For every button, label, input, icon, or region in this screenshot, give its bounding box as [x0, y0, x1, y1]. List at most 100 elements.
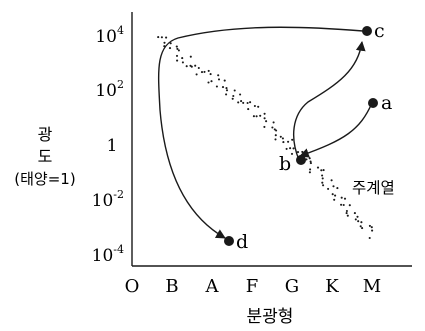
main-sequence-dot [359, 225, 362, 228]
main-sequence-dot [265, 120, 268, 123]
main-sequence-dot [353, 212, 356, 215]
main-sequence-dot [279, 135, 282, 138]
x-tick-G: G [285, 276, 299, 297]
main-sequence-dot [332, 185, 335, 188]
main-sequence-dot [275, 129, 278, 132]
main-sequence-dot [195, 73, 198, 76]
main-sequence-dot [181, 61, 184, 64]
path-a-to-b [299, 102, 373, 158]
main-sequence-dot [232, 94, 235, 98]
path-c-to-d [157, 26, 364, 239]
main-sequence-dot [239, 93, 242, 96]
main-sequence-dot [252, 115, 255, 118]
main-sequence-dot [287, 140, 290, 143]
point-label-d: d [236, 231, 248, 253]
main-sequence-dot [233, 89, 236, 92]
y-tick-1e2: 102 [95, 78, 124, 101]
main-sequence-dot [263, 117, 266, 120]
main-sequence-dot [274, 134, 277, 137]
main-sequence-dot [321, 181, 324, 184]
main-sequence-dot [185, 65, 188, 68]
main-sequence-dot [223, 79, 226, 82]
main-sequence-dot [321, 177, 324, 180]
main-sequence-dot [371, 229, 374, 232]
main-sequence-dot [203, 70, 206, 73]
y-tick-labels: 104 102 1 10-2 10-4 [92, 24, 124, 266]
main-sequence-dot [263, 112, 266, 115]
main-sequence-dot [225, 93, 228, 96]
main-sequence-dot [331, 193, 334, 196]
main-sequence-dot [285, 147, 288, 150]
main-sequence-dot [354, 218, 357, 221]
point-label-a: a [381, 92, 392, 114]
y-tick-1e-4: 10-4 [92, 243, 124, 266]
main-sequence-dot [221, 86, 225, 89]
main-sequence-dot [175, 45, 178, 48]
main-sequence-label: 주계열 [352, 179, 395, 197]
x-axis-title: 분광형 [247, 307, 294, 327]
main-sequence-dot [257, 105, 260, 108]
main-sequence-dot [168, 47, 172, 50]
main-sequence-dot [231, 97, 234, 100]
main-sequence-dot [322, 184, 325, 187]
main-sequence-dot [322, 169, 325, 172]
y-axis-title-line-1: 광 [38, 125, 53, 144]
main-sequence-dot [189, 55, 192, 58]
main-sequence-dot [345, 212, 348, 215]
main-sequence-dot [309, 168, 312, 171]
x-tick-M: M [363, 276, 381, 297]
main-sequence-dot [308, 171, 311, 174]
main-sequence-dot [176, 59, 179, 62]
main-sequence-dot [290, 152, 294, 155]
main-sequence-dot [334, 194, 337, 197]
main-sequence-dot [249, 101, 252, 104]
main-sequence-dot [308, 157, 311, 160]
x-tick-K: K [325, 276, 339, 297]
main-sequence-dot [255, 115, 258, 118]
main-sequence-dot [263, 125, 266, 128]
main-sequence-dots [157, 36, 374, 240]
main-sequence-dot [346, 214, 349, 217]
main-sequence-dot [316, 166, 320, 169]
main-sequence-dot [271, 126, 274, 129]
main-sequence-dot [289, 147, 292, 150]
main-sequence-dot [217, 74, 220, 77]
main-sequence-dot [368, 236, 371, 240]
point-label-b: b [279, 153, 291, 175]
main-sequence-dot [309, 162, 312, 165]
main-sequence-dot [225, 87, 228, 90]
main-sequence-dot [207, 69, 210, 72]
main-sequence-dot [368, 224, 371, 227]
main-sequence-dot [348, 204, 351, 207]
main-sequence-dot [217, 78, 221, 81]
main-sequence-dot [342, 203, 345, 207]
main-sequence-dot [291, 138, 294, 141]
x-tick-B: B [165, 276, 178, 297]
main-sequence-dot [253, 104, 256, 108]
main-sequence-dot [360, 221, 363, 224]
main-sequence-dot [209, 73, 212, 76]
main-sequence-dot [197, 66, 200, 70]
y-axis-title-line-3: (태양=1) [14, 170, 75, 188]
main-sequence-dot [194, 64, 197, 67]
main-sequence-dot [301, 150, 304, 153]
main-sequence-dot [327, 187, 330, 190]
main-sequence-dot [157, 36, 160, 39]
main-sequence-dot [163, 41, 166, 44]
main-sequence-dot [345, 209, 348, 213]
main-sequence-dot [207, 81, 210, 84]
main-sequence-dot [247, 108, 250, 111]
main-sequence-dot [356, 215, 359, 218]
main-sequence-dot [259, 114, 262, 117]
main-sequence-dot [272, 121, 275, 124]
x-tick-O: O [125, 276, 140, 297]
main-sequence-dot [200, 71, 204, 74]
main-sequence-dot [181, 57, 184, 60]
point-label-c: c [374, 20, 385, 42]
y-tick-1: 1 [107, 136, 118, 156]
main-sequence-dot [165, 36, 168, 39]
main-sequence-dot [190, 65, 193, 68]
x-tick-A: A [205, 276, 220, 297]
main-sequence-dot [282, 141, 285, 144]
point-c [362, 26, 372, 36]
